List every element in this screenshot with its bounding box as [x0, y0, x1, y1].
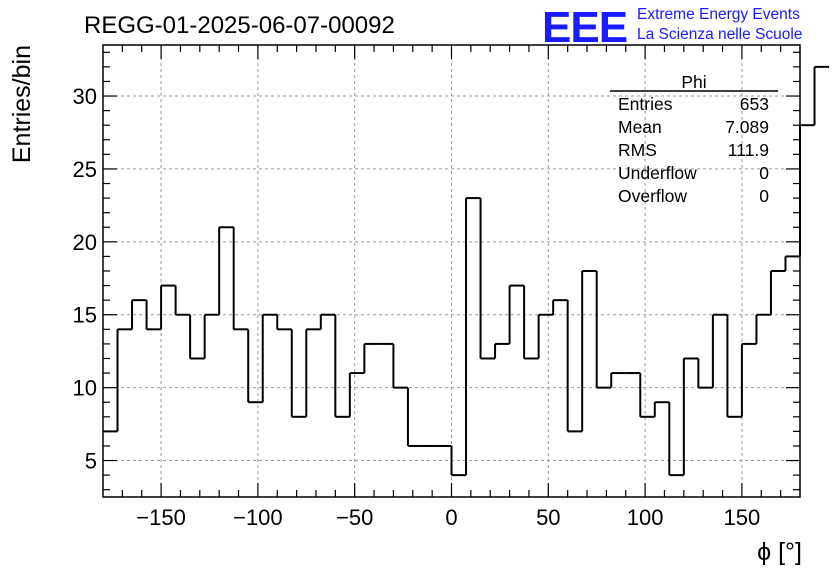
- stats-overflow-label: Overflow: [618, 186, 687, 206]
- x-tick-label: 150: [724, 505, 761, 530]
- stats-box-title: Phi: [681, 72, 706, 92]
- stats-underflow-label: Underflow: [618, 163, 697, 183]
- eee-logo-mark: EEE: [542, 3, 627, 52]
- x-tick-label: −100: [233, 505, 283, 530]
- y-tick-label: 25: [73, 157, 97, 182]
- x-tick-label: −50: [336, 505, 373, 530]
- stats-box: Phi Entries 653 Mean 7.089 RMS 111.9 Und…: [610, 72, 778, 206]
- y-axis-label: Entries/bin: [8, 45, 36, 163]
- x-tick-label: 0: [445, 505, 457, 530]
- y-tick-label: 5: [85, 449, 97, 474]
- y-tick-labels: 5 10 15 20 25 30: [73, 84, 97, 474]
- y-tick-label: 20: [73, 230, 97, 255]
- x-tick-label: 100: [627, 505, 664, 530]
- eee-logo-line1: Extreme Energy Events: [637, 6, 800, 23]
- histogram-bars: [103, 65, 830, 477]
- stats-underflow-value: 0: [759, 163, 769, 183]
- eee-logo-line2: La Scienza nelle Scuole: [637, 26, 802, 43]
- x-tick-label: −150: [136, 505, 186, 530]
- chart-title: REGG-01-2025-06-07-00092: [84, 12, 395, 39]
- plot-frame: [102, 44, 801, 498]
- stats-overflow-value: 0: [759, 186, 769, 206]
- x-axis-label: ϕ [°]: [757, 538, 802, 566]
- axis-ticks: [103, 45, 800, 497]
- y-tick-label: 10: [73, 376, 97, 401]
- stats-mean-value: 7.089: [725, 117, 769, 137]
- y-tick-label: 15: [73, 303, 97, 328]
- x-tick-label: 50: [536, 505, 560, 530]
- stats-entries-label: Entries: [618, 94, 673, 114]
- eee-logo: EEE Extreme Energy Events La Scienza nel…: [542, 3, 802, 52]
- stats-entries-value: 653: [740, 94, 769, 114]
- stats-rms-label: RMS: [618, 140, 657, 160]
- y-tick-label: 30: [73, 84, 97, 109]
- stats-mean-label: Mean: [618, 117, 662, 137]
- stats-rms-value: 111.9: [728, 140, 769, 160]
- x-tick-labels: −150 −100 −50 0 50 100 150: [136, 505, 760, 530]
